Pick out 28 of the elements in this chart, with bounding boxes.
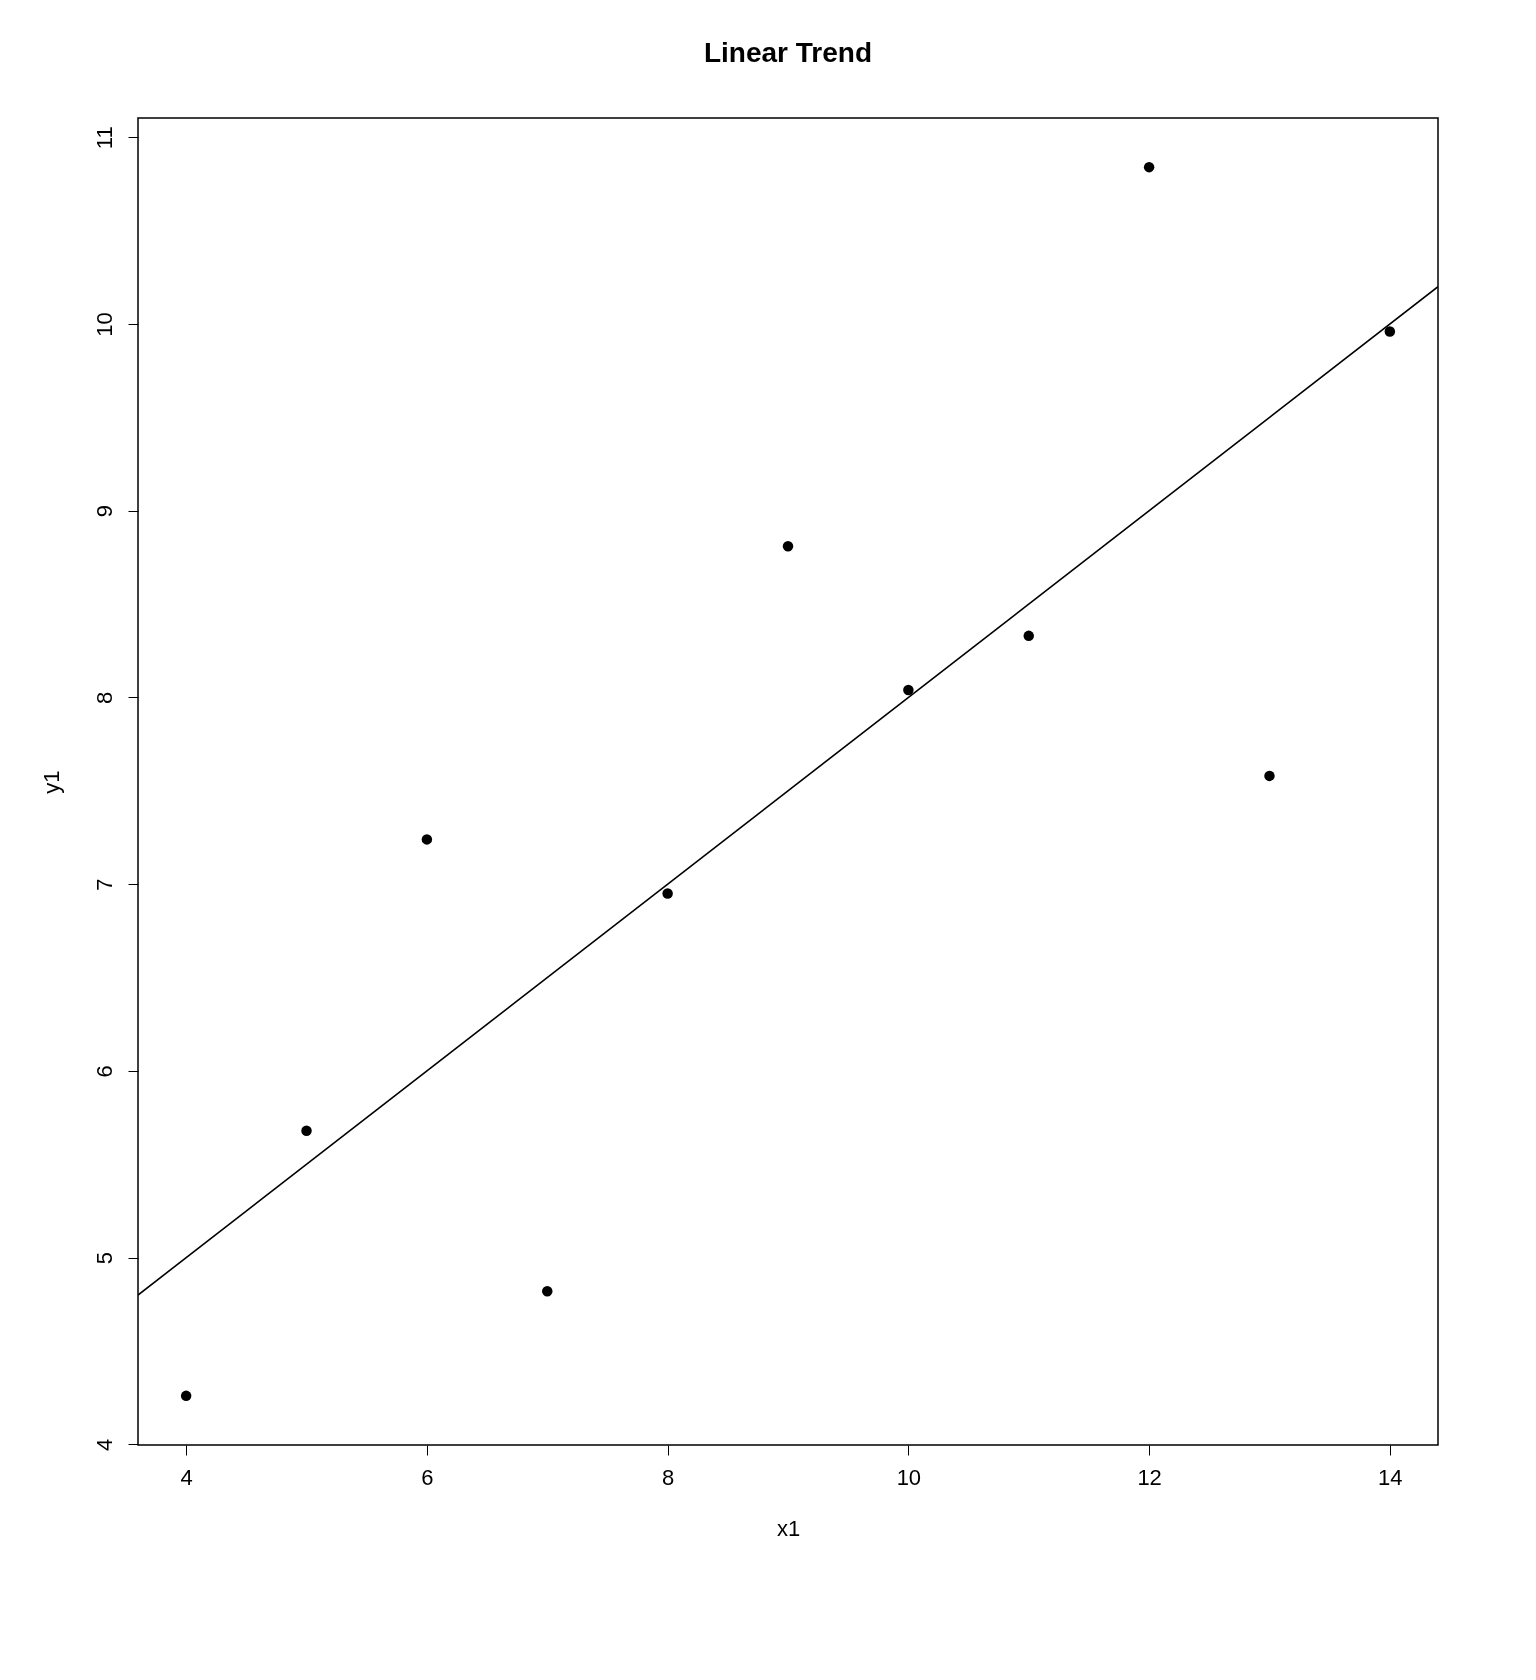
x-tick-label: 14	[1378, 1464, 1403, 1490]
y-tick-label: 8	[91, 691, 117, 705]
x-axis-title: x1	[776, 1515, 801, 1541]
x-tick-label: 8	[662, 1464, 675, 1490]
x-tick-label: 12	[1137, 1464, 1162, 1490]
y-tick-label: 10	[91, 312, 117, 337]
chart-title: Linear Trend	[703, 37, 873, 68]
point	[1023, 630, 1034, 642]
y-tick-label: 11	[91, 126, 117, 150]
y-tick-label: 9	[91, 505, 117, 518]
x-tick-label: 4	[180, 1464, 193, 1490]
y-tick-label: 7	[91, 878, 117, 891]
y-tick-label: 6	[91, 1065, 117, 1078]
point	[903, 684, 914, 696]
y-axis-title: y1	[38, 770, 64, 794]
point	[1384, 326, 1396, 337]
point	[1264, 770, 1275, 782]
y-tick-label: 4	[91, 1438, 117, 1452]
x-tick-label: 6	[421, 1464, 434, 1490]
point	[421, 834, 433, 845]
point	[301, 1125, 312, 1136]
point	[542, 1286, 553, 1297]
point	[180, 1390, 192, 1402]
y-tick-label: 5	[91, 1252, 117, 1265]
x-tick-label: 10	[896, 1464, 922, 1490]
point	[662, 888, 673, 899]
point	[1143, 161, 1155, 173]
point	[782, 540, 794, 552]
